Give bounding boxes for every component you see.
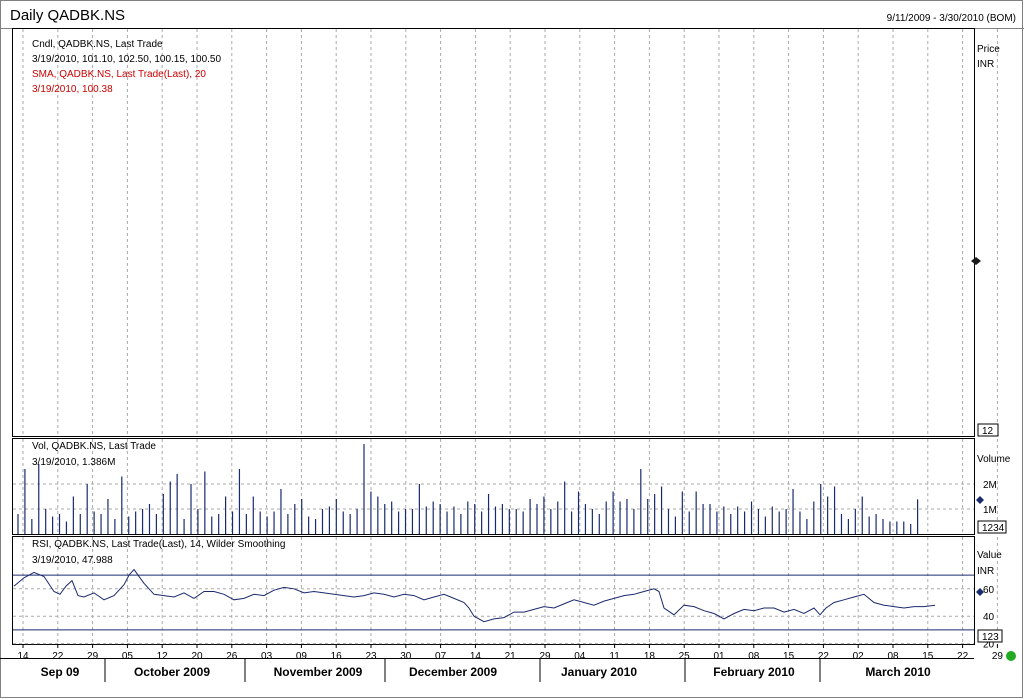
rsi-legend-line: RSI, QADBK.NS, Last Trade(Last), 14, Wil…	[32, 539, 285, 550]
day-label: 29	[992, 651, 1004, 662]
day-label: 01	[713, 651, 725, 662]
month-label: February 2010	[713, 665, 795, 679]
volume-legend-line: Vol, QADBK.NS, Last Trade	[32, 441, 156, 452]
day-label: 09	[296, 651, 308, 662]
month-label: Sep 09	[41, 665, 80, 679]
last-rsi-marker-icon	[976, 588, 984, 596]
sma-legend-line: SMA, QADBK.NS, Last Trade(Last), 20	[32, 69, 206, 80]
day-label: 21	[505, 651, 517, 662]
last-volume-marker-icon	[976, 496, 984, 504]
day-label: 16	[331, 651, 343, 662]
day-label: 22	[957, 651, 969, 662]
price-axis-unit: INR	[977, 59, 994, 70]
price-corner-value: 12	[982, 426, 994, 437]
day-label: 15	[783, 651, 795, 662]
day-label: 15	[922, 651, 934, 662]
price-axis-title: Price	[977, 44, 1000, 55]
day-label: 11	[609, 651, 620, 662]
day-label: 03	[261, 651, 273, 662]
month-label: November 2009	[274, 665, 363, 679]
sma-legend-line: 3/19/2010, 100.38	[32, 84, 113, 95]
volume-bars	[17, 444, 919, 534]
price-legend-line: 3/19/2010, 101.10, 102.50, 100.15, 100.5…	[32, 54, 221, 65]
rsi-tick-label: 20	[983, 640, 995, 651]
rsi-axis-title: Value	[977, 550, 1002, 561]
day-label: 25	[679, 651, 691, 662]
price-legend-line: Cndl, QADBK.NS, Last Trade	[32, 39, 163, 50]
rsi-line	[13, 568, 936, 623]
day-label: 18	[644, 651, 656, 662]
month-label: December 2009	[409, 665, 497, 679]
day-label: 14	[470, 651, 482, 662]
day-label: 20	[191, 651, 203, 662]
day-label: 30	[400, 651, 412, 662]
rsi-corner-value: 123	[982, 632, 999, 643]
rsi-tick-label: 60	[983, 585, 995, 596]
day-label: 29	[87, 651, 99, 662]
day-label: 23	[365, 651, 377, 662]
last-price-marker-icon	[971, 257, 981, 265]
rsi-legend-line: 3/19/2010, 47.988	[32, 555, 113, 566]
day-label: 08	[748, 651, 760, 662]
status-indicator-icon	[1006, 651, 1016, 661]
day-label: 22	[52, 651, 64, 662]
panel-border	[12, 28, 975, 437]
month-label: January 2010	[561, 665, 637, 679]
day-label: 07	[435, 651, 447, 662]
month-label: March 2010	[865, 665, 931, 679]
day-label: 14	[17, 651, 29, 662]
day-label: 26	[226, 651, 238, 662]
day-label: 08	[887, 651, 899, 662]
rsi-14-line	[13, 568, 936, 623]
chart-title: Daily QADBK.NS	[10, 7, 125, 24]
rsi-axis-unit: INR	[977, 566, 994, 577]
day-label: 22	[818, 651, 830, 662]
day-label: 05	[122, 651, 134, 662]
axis-labels: 14 22 29 05 12 20 26 03 09 16 23 30 07 14 21 29 04 11 18 25…	[17, 257, 1004, 682]
panel-border	[12, 536, 975, 645]
day-label: 12	[157, 651, 169, 662]
day-label: 04	[574, 651, 586, 662]
month-label: October 2009	[134, 665, 210, 679]
volume-tick-label: 2M	[983, 480, 997, 491]
panel-border	[12, 438, 975, 535]
volume-corner-value: 1234	[982, 523, 1005, 534]
rsi-tick-label: 40	[983, 612, 995, 623]
date-range: 9/11/2009 - 3/30/2010 (BOM)	[887, 13, 1016, 24]
day-label: 29	[539, 651, 551, 662]
day-label: 02	[853, 651, 865, 662]
volume-axis-title: Volume	[977, 454, 1011, 465]
volume-legend-line: 3/19/2010, 1.386M	[32, 457, 115, 468]
volume-tick-label: 1M	[983, 505, 997, 516]
